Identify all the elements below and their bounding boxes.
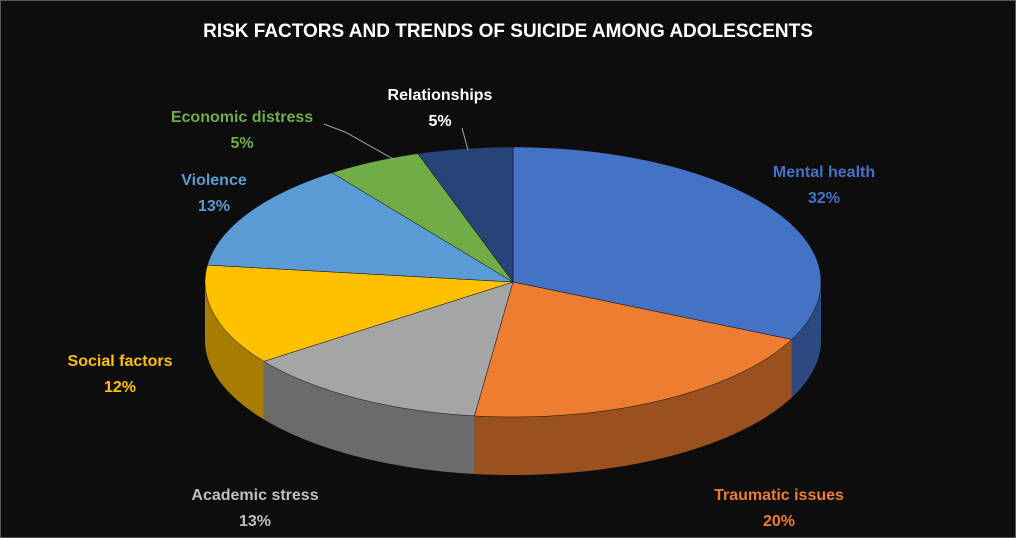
slice [331, 153, 514, 283]
slice [204, 264, 514, 362]
slice [263, 281, 514, 417]
label-name: Traumatic issues [714, 487, 844, 504]
label-value: 13% [239, 513, 271, 530]
label-name: Relationships [388, 87, 493, 104]
slice-side [474, 339, 792, 475]
slice-side-shade [263, 361, 475, 474]
label-value: 5% [230, 135, 253, 152]
label-name: Economic distress [171, 109, 313, 126]
slice [417, 146, 514, 283]
slice-side-shade [791, 282, 821, 398]
label-value: 5% [428, 113, 451, 130]
slice [207, 172, 514, 283]
label-value: 32% [808, 190, 840, 207]
leader-line [323, 123, 396, 161]
label-value: 12% [104, 379, 136, 396]
slice-side-shade [205, 282, 264, 420]
slice [474, 281, 793, 418]
label-value: 13% [198, 198, 230, 215]
label-name: Mental health [773, 164, 875, 181]
label-name: Social factors [68, 353, 173, 370]
label-name: Violence [181, 172, 247, 189]
slice-side [791, 282, 821, 398]
chart-title: RISK FACTORS AND TRENDS OF SUICIDE AMONG… [203, 21, 813, 42]
slice-side [263, 361, 475, 474]
slice [512, 146, 822, 340]
label-value: 20% [763, 513, 795, 530]
slice-side-shade [474, 339, 792, 475]
pie-tops [204, 146, 822, 418]
label-name: Academic stress [191, 487, 318, 504]
data-labels: Mental health 32% Traumatic issues 20% Acade… [68, 87, 876, 530]
slice-side [205, 282, 264, 420]
leader-line [461, 127, 469, 151]
pie-sides [205, 282, 821, 475]
